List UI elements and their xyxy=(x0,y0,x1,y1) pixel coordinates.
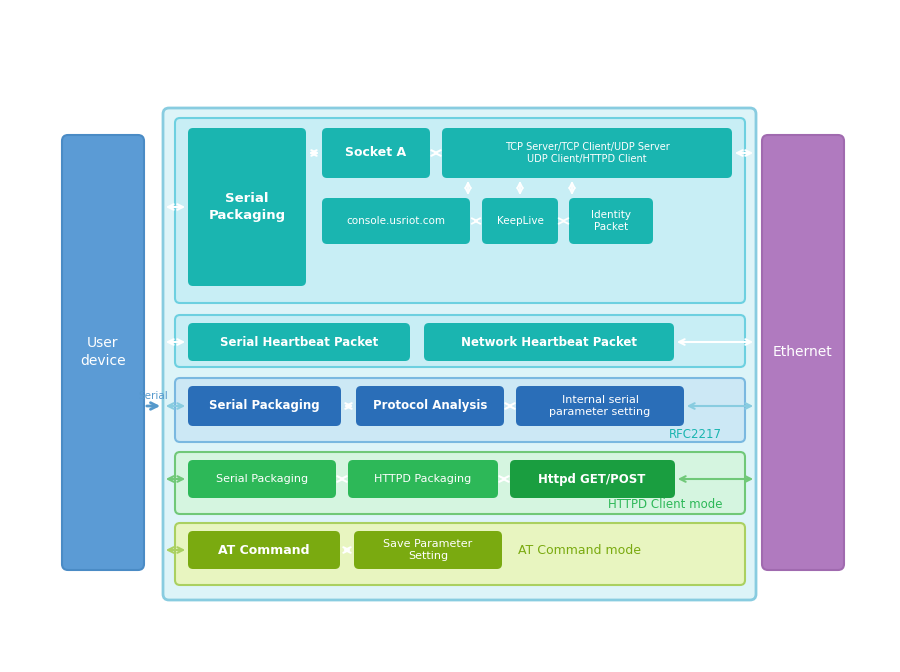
Text: HTTPD Client mode: HTTPD Client mode xyxy=(608,497,722,511)
FancyBboxPatch shape xyxy=(188,323,410,361)
Text: TCP Server/TCP Client/UDP Server
UDP Client/HTTPD Client: TCP Server/TCP Client/UDP Server UDP Cli… xyxy=(505,142,670,164)
Text: AT Command: AT Command xyxy=(218,544,310,556)
FancyBboxPatch shape xyxy=(188,531,340,569)
FancyBboxPatch shape xyxy=(348,460,498,498)
Text: Socket A: Socket A xyxy=(346,146,407,159)
Text: console.usriot.com: console.usriot.com xyxy=(346,216,446,226)
FancyBboxPatch shape xyxy=(356,386,504,426)
Text: Internal serial
parameter setting: Internal serial parameter setting xyxy=(549,395,651,417)
Text: Network Heartbeat Packet: Network Heartbeat Packet xyxy=(461,335,637,349)
Text: Httpd GET/POST: Httpd GET/POST xyxy=(538,472,645,485)
Text: RFC2217: RFC2217 xyxy=(669,427,722,441)
FancyBboxPatch shape xyxy=(175,315,745,367)
FancyBboxPatch shape xyxy=(762,135,844,570)
Text: HTTPD Packaging: HTTPD Packaging xyxy=(374,474,472,484)
FancyBboxPatch shape xyxy=(175,523,745,585)
FancyBboxPatch shape xyxy=(188,386,341,426)
FancyBboxPatch shape xyxy=(569,198,653,244)
FancyBboxPatch shape xyxy=(62,135,144,570)
Text: AT Command mode: AT Command mode xyxy=(518,544,641,556)
FancyBboxPatch shape xyxy=(424,323,674,361)
FancyBboxPatch shape xyxy=(322,128,430,178)
Text: User
device: User device xyxy=(80,337,126,368)
FancyBboxPatch shape xyxy=(322,198,470,244)
Text: Serial Packaging: Serial Packaging xyxy=(216,474,308,484)
Text: Ethernet: Ethernet xyxy=(773,345,833,359)
FancyBboxPatch shape xyxy=(175,452,745,514)
Text: Identity
Packet: Identity Packet xyxy=(591,210,631,233)
FancyBboxPatch shape xyxy=(175,118,745,303)
Text: Serial
Packaging: Serial Packaging xyxy=(209,192,285,222)
FancyBboxPatch shape xyxy=(482,198,558,244)
FancyBboxPatch shape xyxy=(188,128,306,286)
FancyBboxPatch shape xyxy=(163,108,756,600)
FancyBboxPatch shape xyxy=(188,460,336,498)
Text: Serial Packaging: Serial Packaging xyxy=(209,399,320,413)
FancyBboxPatch shape xyxy=(175,378,745,442)
FancyBboxPatch shape xyxy=(354,531,502,569)
FancyBboxPatch shape xyxy=(510,460,675,498)
FancyBboxPatch shape xyxy=(516,386,684,426)
Text: Serial: Serial xyxy=(138,391,168,401)
Text: KeepLive: KeepLive xyxy=(497,216,544,226)
Text: Protocol Analysis: Protocol Analysis xyxy=(373,399,487,413)
Text: Serial Heartbeat Packet: Serial Heartbeat Packet xyxy=(220,335,378,349)
Text: Save Parameter
Setting: Save Parameter Setting xyxy=(383,539,472,561)
FancyBboxPatch shape xyxy=(442,128,732,178)
